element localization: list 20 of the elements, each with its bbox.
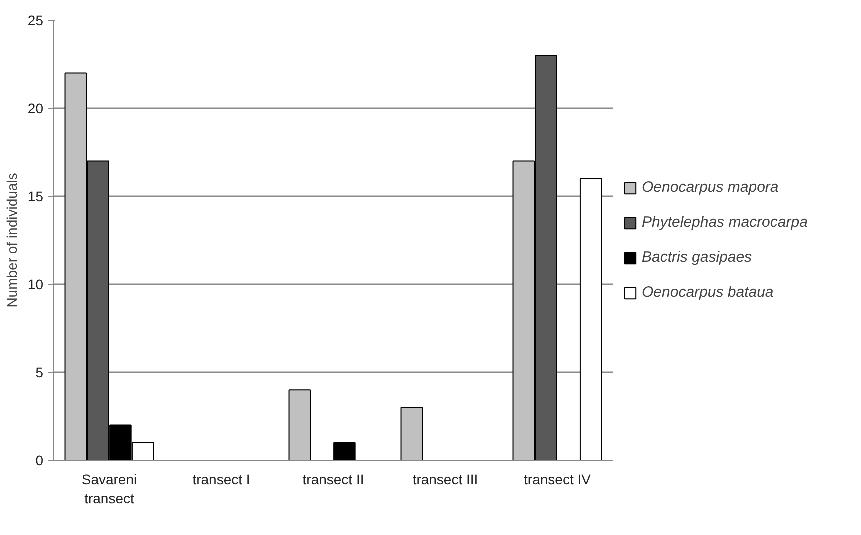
x-tick-label: transect IV [524, 472, 592, 488]
y-axis-title: Number of individuals [4, 173, 20, 308]
legend-label: Bactris gasipaes [642, 249, 752, 266]
y-tick-label: 0 [36, 452, 44, 468]
bar [400, 407, 424, 460]
y-tick-label: 20 [28, 100, 44, 116]
y-tick-label: 15 [28, 188, 44, 204]
bar [580, 178, 602, 460]
y-tick-label: 10 [28, 276, 44, 292]
x-tick-label: transect II [302, 472, 364, 488]
y-tick-label: 25 [28, 12, 44, 28]
legend-label: Oenocarpus bataua [642, 284, 774, 301]
x-tick-label: transect III [412, 472, 478, 488]
x-tick-label: Savareni transect [82, 472, 138, 507]
y-tick-label: 5 [36, 364, 44, 380]
bar [288, 390, 312, 460]
legend-label: Oenocarpus mapora [642, 179, 779, 196]
x-tick-label: transect I [192, 472, 250, 488]
legend-label: Phytelephas macrocarpa [642, 214, 808, 231]
bar [334, 442, 356, 460]
